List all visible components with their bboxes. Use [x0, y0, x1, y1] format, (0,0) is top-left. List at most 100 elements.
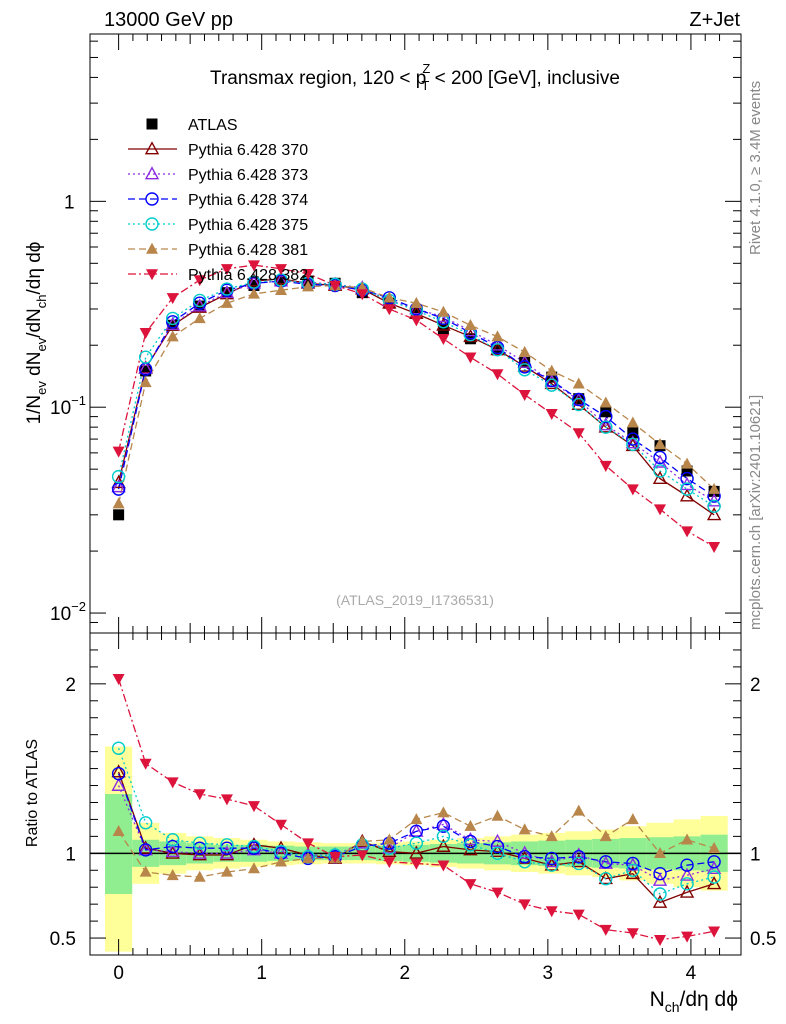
main-point-pythia-6-428-374 — [653, 450, 667, 465]
ratio-point-pythia-6-428-370 — [165, 845, 180, 859]
main-point-pythia-6-428-370 — [571, 396, 586, 410]
ratio-point-pythia-6-428-370 — [625, 865, 641, 880]
main-point-pythia-6-428-382 — [410, 315, 423, 327]
x-tick-labels: 0 1 2 3 4 — [113, 963, 696, 984]
ratio-point-pythia-6-428-381 — [410, 813, 423, 825]
ratio-point-pythia-6-428-382 — [356, 850, 369, 862]
header-process-label: Z+Jet — [689, 9, 740, 31]
ratio-y-axis-label: Ratio to ATLAS — [24, 739, 41, 847]
ratio-point-pythia-6-428-382 — [383, 857, 396, 869]
x-tick-label: 0 — [113, 963, 124, 984]
main-point-pythia-6-428-381 — [626, 416, 639, 428]
ratio-point-pythia-6-428-382 — [708, 926, 721, 938]
ratio-point-pythia-6-428-374 — [436, 819, 451, 833]
main-y-tick-label: 1 — [64, 192, 75, 213]
ratio-point-pythia-6-428-370 — [111, 764, 126, 778]
main-point-pythia-6-428-381 — [193, 312, 206, 324]
legend-marker-pythia-6-428-370 — [144, 141, 160, 155]
ratio-point-pythia-6-428-374 — [490, 839, 505, 854]
ratio-point-pythia-6-428-381 — [518, 823, 531, 835]
main-point-pythia-6-428-381 — [302, 280, 315, 292]
main-point-pythia-6-428-382 — [139, 328, 152, 340]
ratio-point-pythia-6-428-382 — [220, 794, 233, 806]
ratio-y-tick-label: 0.5 — [50, 929, 76, 950]
main-point-pythia-6-428-375 — [572, 397, 586, 412]
ratio-line-pythia-6-428-382 — [117, 678, 715, 941]
main-point-pythia-6-428-373 — [111, 479, 126, 493]
main-point-pythia-6-428-381 — [464, 318, 477, 331]
ratio-point-pythia-6-428-374 — [680, 858, 694, 872]
ratio-point-pythia-6-428-373 — [192, 845, 207, 859]
legend-label-pythia-6-428-373: Pythia 6.428 373 — [188, 167, 308, 184]
ratio-y-tick-label: 2 — [65, 675, 76, 696]
main-point-pythia-6-428-375 — [599, 420, 613, 434]
legend-label-pythia-6-428-374: Pythia 6.428 374 — [188, 192, 308, 209]
ratio-line-pythia-6-428-374 — [117, 773, 715, 875]
ratio-point-pythia-6-428-370 — [409, 845, 424, 859]
main-point-pythia-6-428-382 — [464, 352, 477, 364]
main-point-pythia-6-428-375 — [653, 464, 667, 478]
ratio-point-pythia-6-428-374 — [599, 855, 613, 869]
main-point-pythia-6-428-382 — [437, 334, 450, 346]
main-point-pythia-6-428-382 — [166, 293, 179, 305]
x-tick-label: 4 — [686, 963, 697, 984]
analysis-watermark: (ATLAS_2019_I1736531) — [336, 592, 494, 608]
ratio-point-pythia-6-428-375 — [517, 855, 532, 869]
main-y-tick-labels: 10−2 10−1 1 — [50, 192, 86, 625]
main-point-pythia-6-428-373 — [409, 301, 424, 315]
ratio-point-pythia-6-428-375 — [599, 872, 613, 886]
main-axis-ticks — [90, 34, 741, 634]
ratio-point-pythia-6-428-381 — [491, 809, 504, 821]
main-point-atlas — [600, 406, 612, 418]
main-point-pythia-6-428-382 — [599, 460, 612, 472]
ratio-point-pythia-6-428-375 — [626, 863, 640, 877]
main-point-pythia-6-428-381 — [708, 482, 721, 494]
x-axis-label: Nch/dη dϕ — [650, 988, 738, 1015]
ratio-point-pythia-6-428-375 — [463, 838, 478, 852]
main-point-pythia-6-428-381 — [491, 330, 504, 342]
header-beam-label: 13000 GeV pp — [104, 9, 233, 31]
ratio-point-pythia-6-428-370 — [219, 847, 235, 861]
ratio-point-pythia-6-428-381 — [626, 813, 639, 825]
ratio-point-pythia-6-428-373 — [706, 860, 722, 874]
ratio-point-pythia-6-428-381 — [302, 852, 315, 864]
legend-marker-atlas — [146, 118, 158, 130]
main-point-pythia-6-428-370 — [544, 375, 559, 390]
main-point-atlas — [140, 365, 152, 377]
ratio-point-pythia-6-428-375 — [165, 833, 180, 847]
mcplots-side-label: mcplots.cern.ch [arXiv:2401.10621] — [747, 395, 764, 630]
ratio-point-pythia-6-428-374 — [707, 855, 721, 869]
ratio-point-pythia-6-428-375 — [220, 838, 234, 852]
legend-marker-pythia-6-428-373 — [144, 166, 160, 180]
ratio-point-pythia-6-428-370 — [544, 857, 559, 871]
ratio-point-pythia-6-428-382 — [464, 879, 477, 891]
ratio-point-pythia-6-428-375 — [247, 839, 261, 854]
ratio-point-pythia-6-428-370 — [138, 840, 153, 854]
x-tick-label: 2 — [399, 963, 410, 984]
main-point-atlas — [437, 323, 449, 335]
ratio-point-pythia-6-428-381 — [599, 830, 612, 842]
ratio-point-pythia-6-428-370 — [490, 843, 505, 858]
main-point-pythia-6-428-370 — [273, 271, 289, 285]
ratio-point-pythia-6-428-373 — [571, 847, 586, 861]
ratio-point-pythia-6-428-381 — [437, 806, 450, 818]
ratio-point-pythia-6-428-375 — [653, 887, 667, 901]
legend-marker-pythia-6-428-382 — [146, 269, 158, 281]
rivet-side-label: Rivet 4.1.0, ≥ 3.4M events — [747, 81, 764, 255]
ratio-point-pythia-6-428-381 — [464, 819, 477, 831]
main-point-pythia-6-428-382 — [356, 289, 369, 301]
ratio-point-pythia-6-428-382 — [437, 860, 450, 872]
main-point-pythia-6-428-382 — [654, 504, 667, 516]
ratio-line-pythia-6-428-375 — [117, 747, 715, 895]
main-point-pythia-6-428-381 — [681, 457, 694, 469]
ratio-point-pythia-6-428-373 — [409, 823, 424, 837]
legend-marker-pythia-6-428-374 — [145, 192, 159, 206]
main-y-axis-label: 1/Nev dNev/dNch/dη dϕ — [24, 242, 49, 425]
main-point-pythia-6-428-374 — [572, 392, 586, 407]
main-point-pythia-6-428-382 — [572, 428, 585, 440]
main-point-pythia-6-428-382 — [626, 484, 639, 496]
main-point-pythia-6-428-381 — [654, 438, 667, 450]
ratio-point-pythia-6-428-370 — [382, 843, 397, 858]
ratio-point-pythia-6-428-373 — [219, 845, 235, 859]
ratio-point-pythia-6-428-381 — [681, 833, 694, 845]
